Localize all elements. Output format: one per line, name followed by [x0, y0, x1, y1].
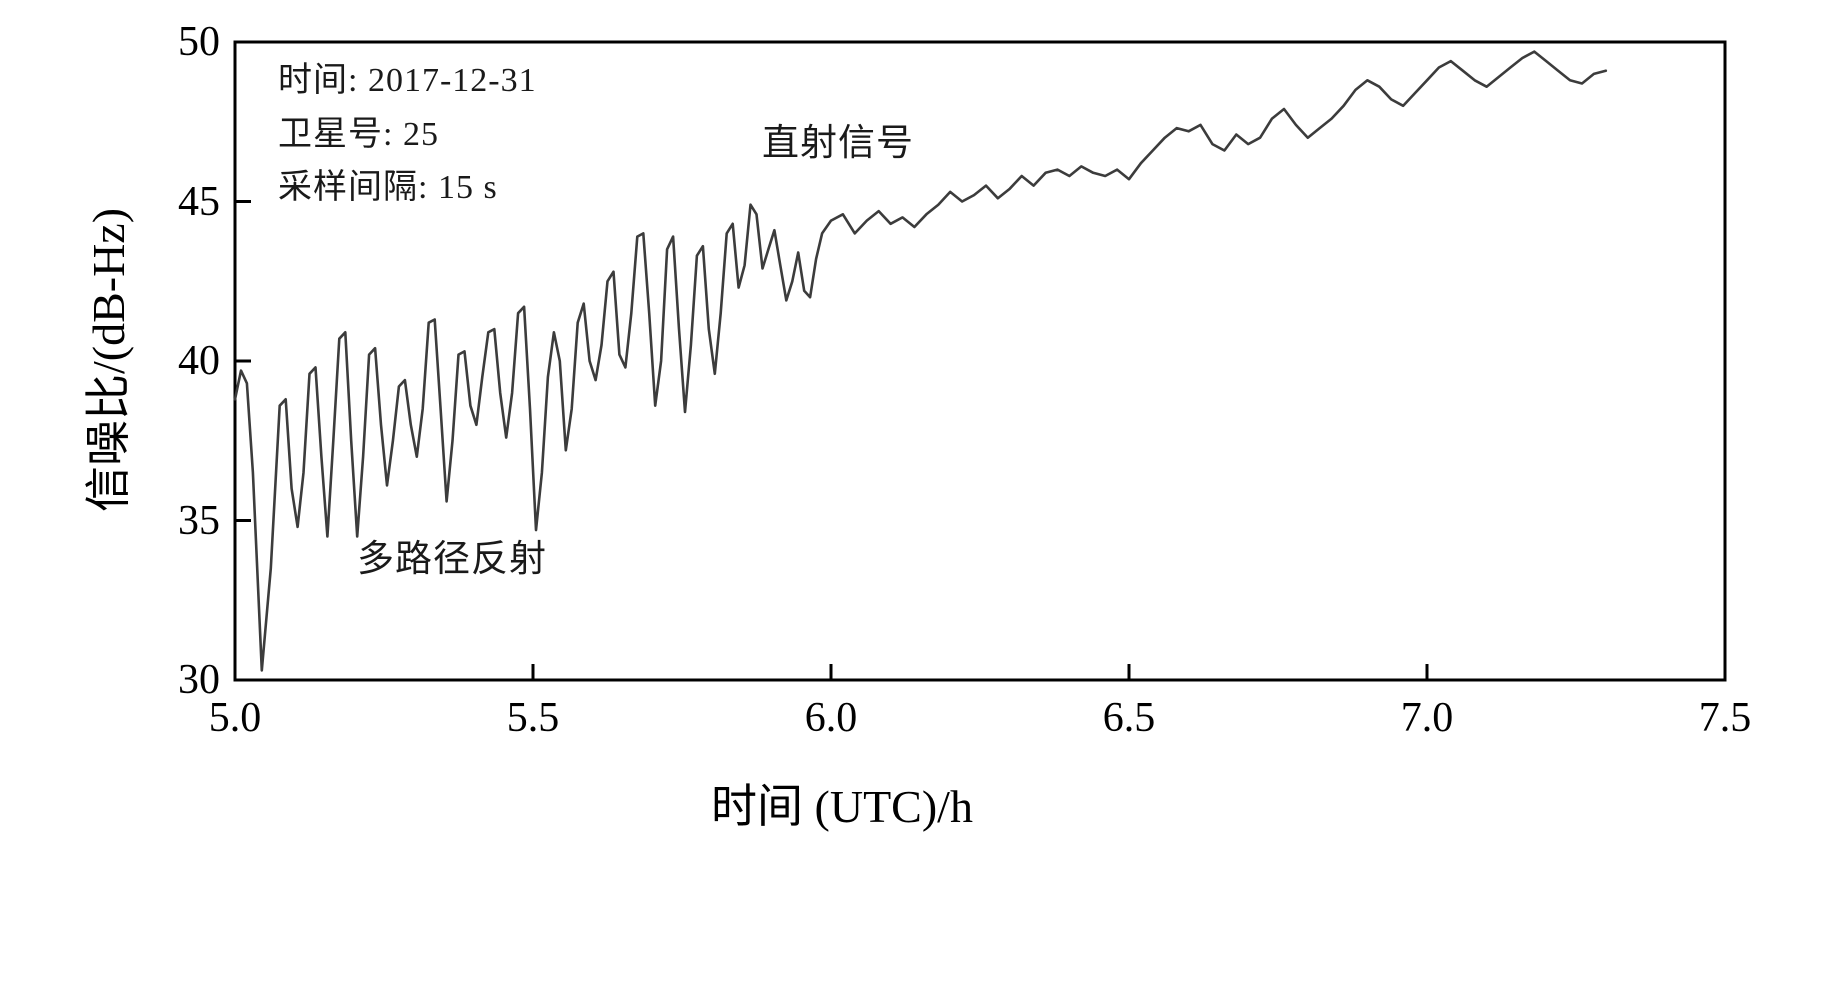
- x-tick-label: 7.0: [1400, 695, 1454, 741]
- y-tick-label: 35: [178, 497, 220, 544]
- annotation-satellite: 卫星号: 25: [278, 115, 439, 153]
- x-tick-label: 5.5: [506, 695, 560, 741]
- snr-data-line: [233, 50, 1608, 672]
- y-tick-label: 50: [178, 19, 220, 65]
- y-axis-label: 信噪比/(dB-Hz): [83, 207, 134, 513]
- info-annotation-block: 时间: 2017-12-31 卫星号: 25 采样间隔: 15 s: [278, 54, 537, 215]
- x-tick-label: 7.5: [1698, 695, 1752, 741]
- annotation-direct-signal: 直射信号: [762, 123, 914, 164]
- axis-ticks: [233, 40, 1727, 682]
- x-tick-label: 5.0: [208, 695, 262, 741]
- annotation-sampling: 采样间隔: 15 s: [278, 169, 498, 207]
- y-tick-label: 40: [178, 338, 220, 384]
- annotation-date: 时间: 2017-12-31: [278, 62, 537, 99]
- annotation-multipath: 多路径反射: [357, 539, 547, 580]
- x-tick-label: 6.5: [1102, 695, 1156, 741]
- x-tick-label: 6.0: [804, 695, 858, 741]
- y-tick-label: 30: [178, 657, 220, 703]
- x-axis-label: 时间 (UTC)/h: [711, 781, 973, 832]
- y-tick-label: 45: [178, 178, 220, 225]
